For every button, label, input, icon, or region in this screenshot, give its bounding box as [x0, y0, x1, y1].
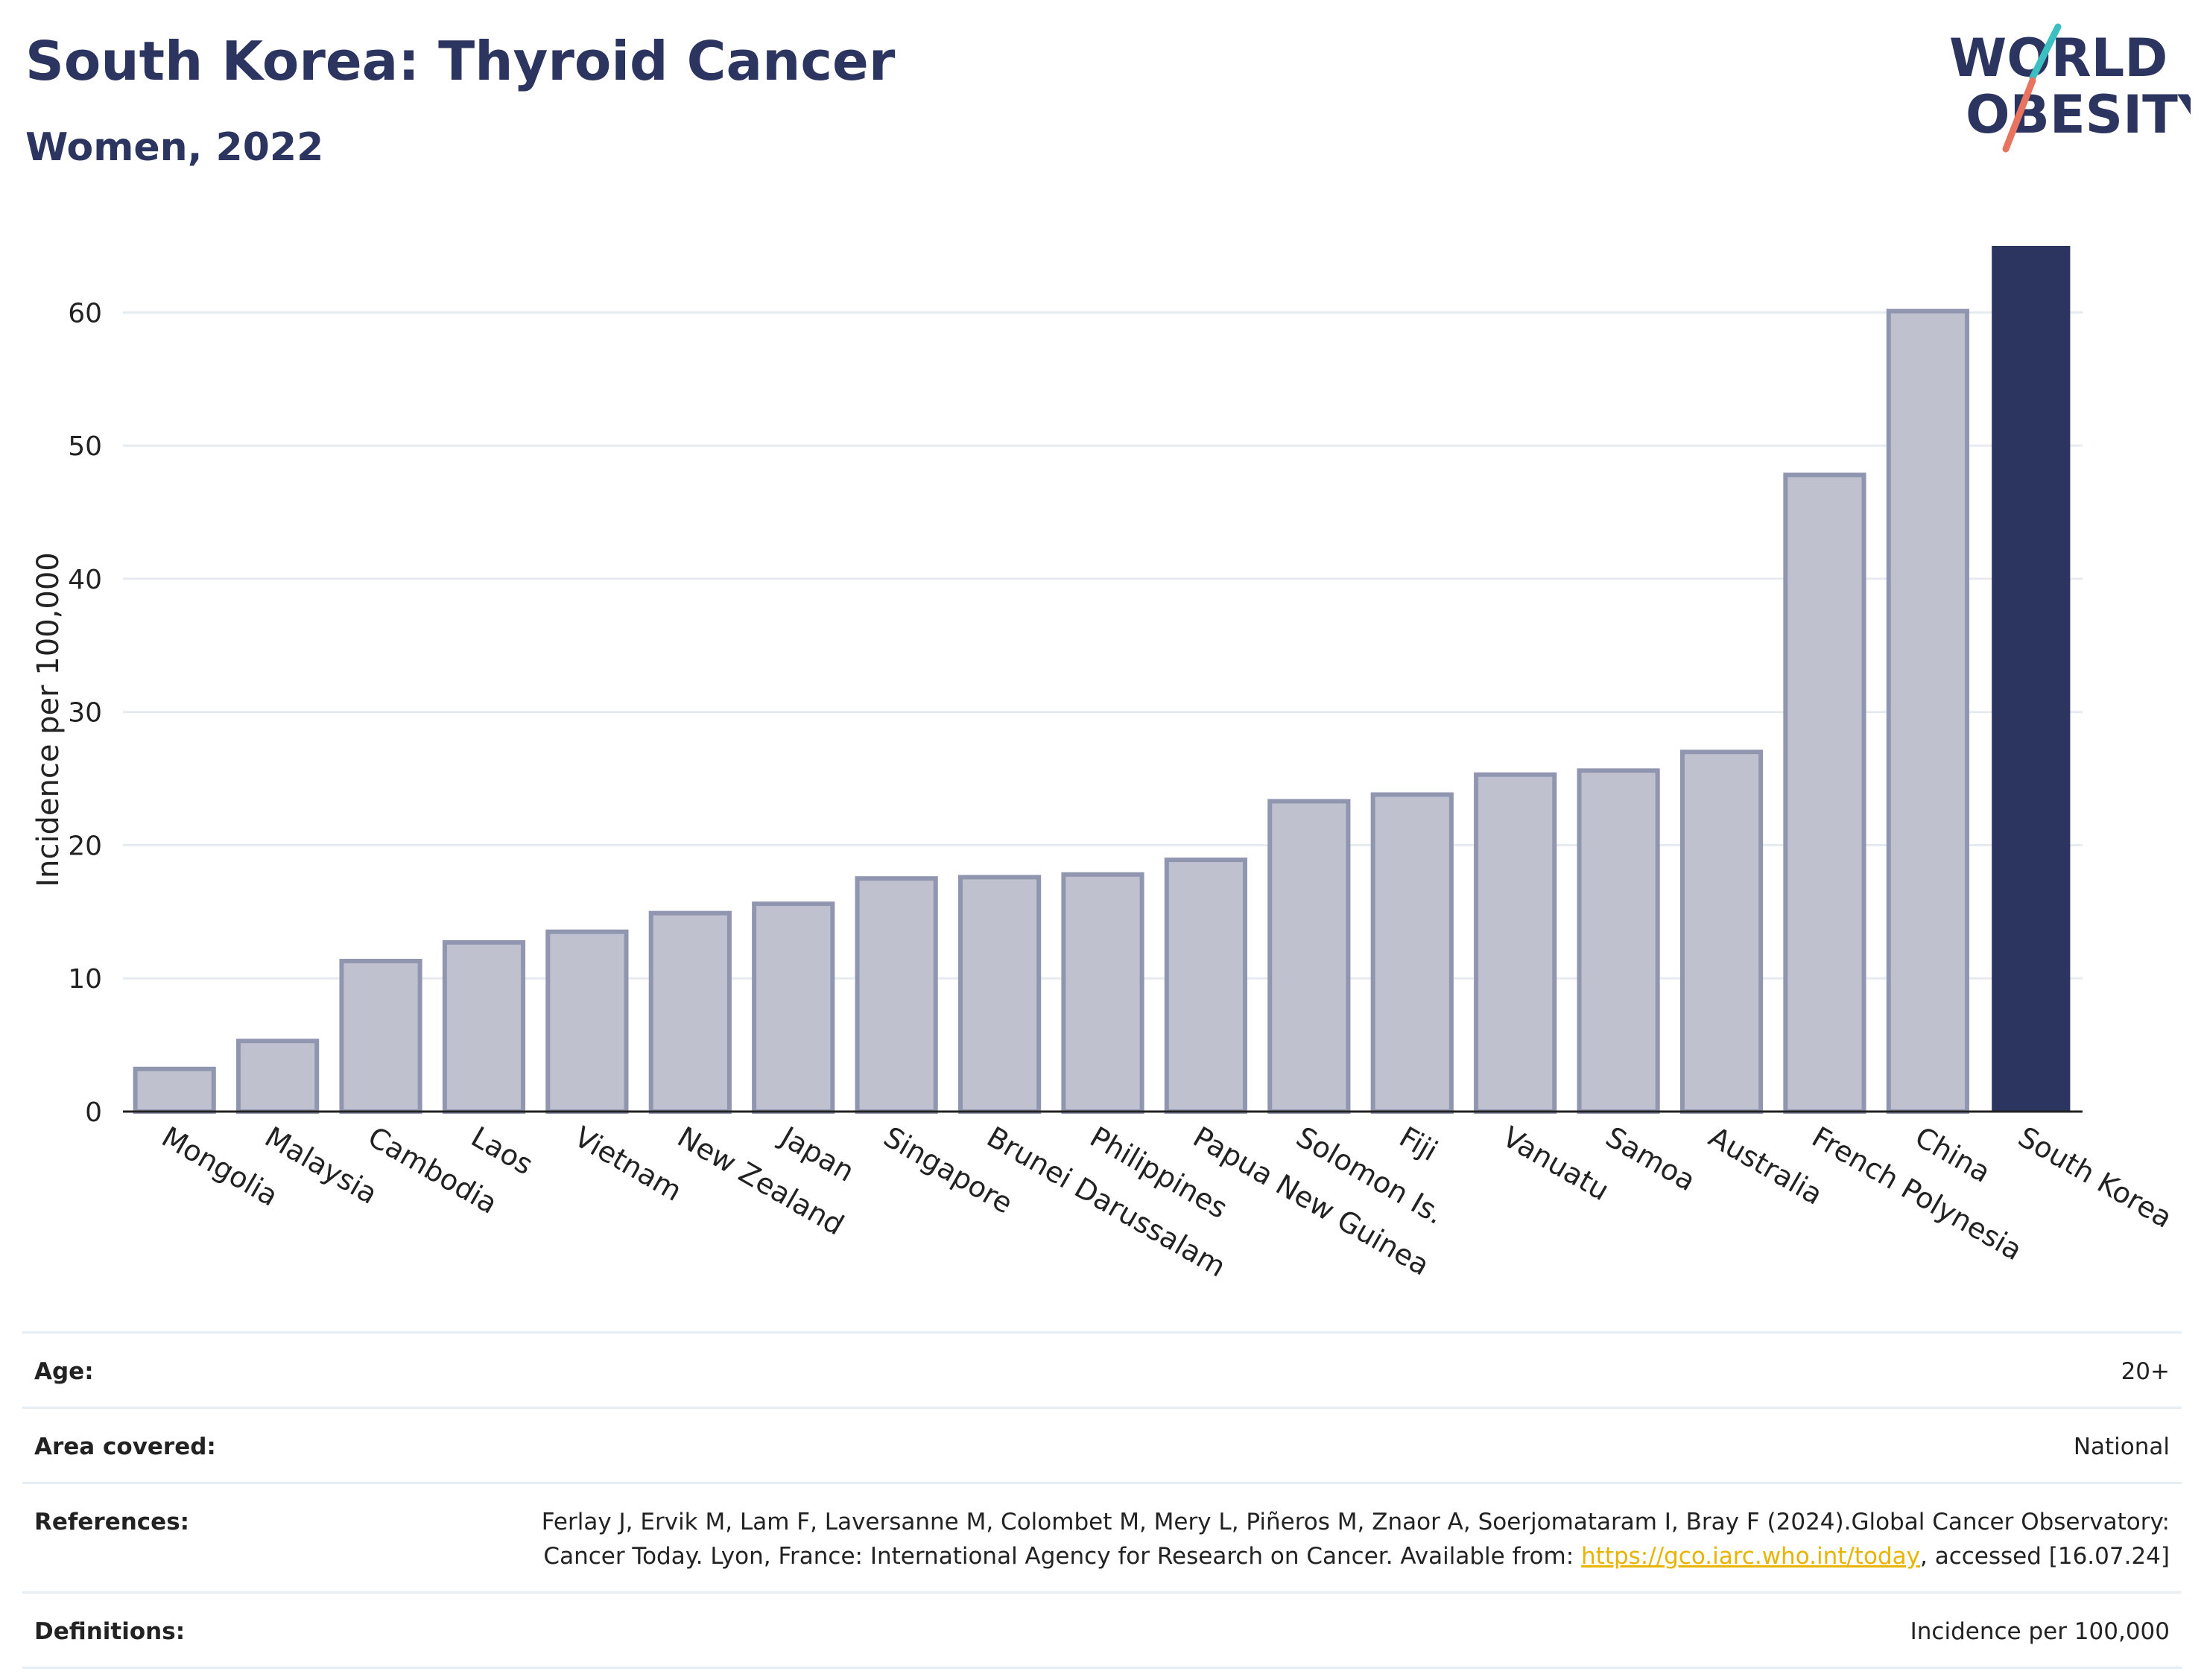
meta-row-area: Area covered: National [22, 1407, 2182, 1482]
meta-label-area: Area covered: [34, 1433, 216, 1460]
x-tick-label: Vanuatu [1497, 1120, 1615, 1207]
x-tick-label: Mongolia [156, 1120, 284, 1213]
logo-slash-coral [2002, 77, 2036, 153]
meta-value-area: National [2073, 1433, 2170, 1460]
meta-row-definitions: Definitions: Incidence per 100,000 [22, 1591, 2182, 1669]
x-tick-label: Fiji [1394, 1120, 1443, 1167]
bar-mongolia [133, 1066, 216, 1114]
chart-subtitle: Women, 2022 [25, 125, 324, 170]
chart-title: South Korea: Thyroid Cancer [25, 30, 896, 92]
reference-link[interactable]: https://gco.iarc.who.int/today [1581, 1543, 1920, 1570]
y-tick-label: 0 [85, 1097, 102, 1128]
bar-vanuatu [1474, 772, 1557, 1115]
meta-row-age: Age: 20+ [22, 1331, 2182, 1407]
metadata-table: Age: 20+ Area covered: National Referenc… [22, 1331, 2182, 1669]
y-tick-label: 40 [68, 565, 102, 595]
meta-label-references: References: [34, 1509, 190, 1535]
logo-line-1: WORLD [1949, 28, 2167, 89]
y-tick-label: 20 [68, 831, 102, 861]
meta-value-age: 20+ [2121, 1358, 2170, 1385]
bar-vietnam [545, 929, 629, 1114]
bar-new-zealand [648, 910, 732, 1114]
meta-label-age: Age: [34, 1358, 94, 1385]
meta-row-references: References: Ferlay J, Ervik M, Lam F, La… [22, 1482, 2182, 1591]
bar-japan [752, 901, 835, 1114]
meta-label-definitions: Definitions: [34, 1618, 186, 1645]
bar-cambodia [339, 958, 422, 1114]
bar-papua-new-guinea [1164, 858, 1248, 1114]
y-axis-label: Incidence per 100,000 [31, 552, 66, 887]
bar-brunei-darussalam [957, 875, 1042, 1115]
bar-south-korea [1992, 246, 2071, 1112]
meta-value-references: Ferlay J, Ervik M, Lam F, Laversanne M, … [531, 1505, 2170, 1573]
bar-laos [442, 939, 526, 1115]
y-tick-label: 10 [68, 964, 102, 995]
x-tick-label: Samoa [1600, 1120, 1701, 1198]
bar-french-polynesia [1783, 472, 1866, 1114]
y-tick-label: 60 [68, 298, 102, 329]
bar-samoa [1577, 768, 1660, 1115]
logo-line-2: OBESITY [1966, 84, 2191, 145]
x-tick-label: Australia [1703, 1120, 1828, 1211]
meta-value-definitions: Incidence per 100,000 [1910, 1618, 2170, 1645]
y-tick-label: 30 [68, 698, 102, 729]
bar-singapore [855, 876, 938, 1114]
bar-layer [133, 246, 2071, 1115]
world-obesity-logo: WORLD OBESITY [1949, 23, 2191, 153]
x-tick-label: Malaysia [259, 1120, 383, 1211]
y-tick-label: 50 [68, 431, 102, 462]
bar-solomon-is [1267, 799, 1351, 1114]
bar-philippines [1061, 872, 1144, 1114]
x-tick-label: Vietnam [569, 1120, 687, 1208]
bar-china [1886, 308, 1969, 1114]
bar-chart: 0102030405060MongoliaMalaysiaCambodiaLao… [31, 246, 2178, 1284]
reference-accessed: , accessed [16.07.24] [1919, 1543, 2170, 1570]
bar-australia [1679, 749, 1764, 1114]
x-tick-label: Laos [466, 1120, 539, 1182]
reference-text: Ferlay J, Ervik M, Lam F, Laversanne M, … [541, 1509, 2170, 1570]
bar-malaysia [236, 1039, 320, 1115]
bar-fiji [1370, 792, 1454, 1114]
logo-slash-teal [2029, 23, 2062, 81]
x-tick-label: South Korea [2013, 1120, 2177, 1234]
